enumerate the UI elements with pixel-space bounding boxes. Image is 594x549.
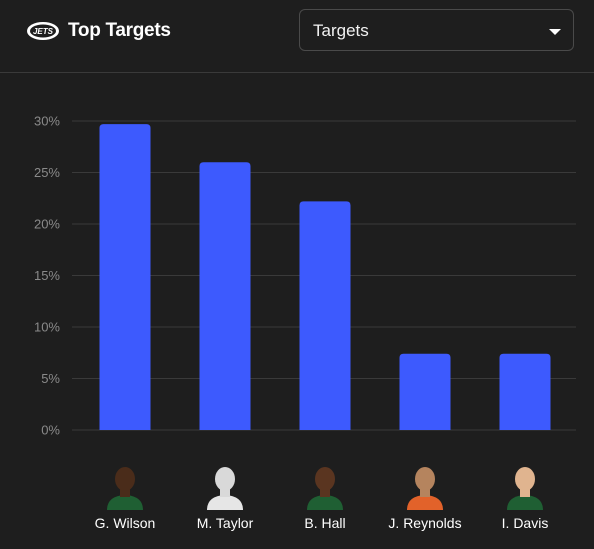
dropdown-selected-value: Targets <box>313 21 369 40</box>
y-tick-label: 30% <box>34 114 60 129</box>
bar-chart: 0% 5% 10% 15% 20% 25% 30% <box>34 114 576 438</box>
y-tick-label: 15% <box>34 268 60 283</box>
bar-b-hall[interactable] <box>299 201 351 430</box>
player-avatar <box>407 467 443 510</box>
player-name: M. Taylor <box>196 515 254 531</box>
player-g-wilson[interactable]: G. Wilson <box>75 462 175 542</box>
player-name: J. Reynolds <box>388 515 462 531</box>
player-m-taylor[interactable]: M. Taylor <box>175 462 275 542</box>
player-avatar <box>507 467 543 510</box>
player-avatar <box>107 467 143 510</box>
y-tick-label: 5% <box>41 371 60 386</box>
y-tick-label: 25% <box>34 165 60 180</box>
bar-m-taylor[interactable] <box>199 162 251 430</box>
y-tick-label: 10% <box>34 320 60 335</box>
y-tick-label: 20% <box>34 217 60 232</box>
bar-i-davis[interactable] <box>499 353 551 430</box>
player-name: I. Davis <box>501 515 549 531</box>
card-header: JETS Top Targets <box>0 0 594 73</box>
player-name: B. Hall <box>304 515 346 531</box>
bar-j-reynolds[interactable] <box>399 353 451 430</box>
chevron-down-icon[interactable] <box>549 29 561 35</box>
player-avatar <box>207 467 243 510</box>
player-i-davis[interactable]: I. Davis <box>475 462 575 542</box>
player-j-reynolds[interactable]: J. Reynolds <box>375 462 475 542</box>
player-avatar <box>307 467 343 510</box>
logo-text: JETS <box>33 27 54 36</box>
metric-dropdown[interactable]: Targets <box>299 9 574 51</box>
player-b-hall[interactable]: B. Hall <box>275 462 375 542</box>
jets-logo-icon: JETS <box>27 22 59 40</box>
player-name: G. Wilson <box>94 515 156 531</box>
y-tick-label: 0% <box>41 423 60 438</box>
page-title: Top Targets <box>68 20 171 41</box>
bar-g-wilson[interactable] <box>99 124 151 430</box>
